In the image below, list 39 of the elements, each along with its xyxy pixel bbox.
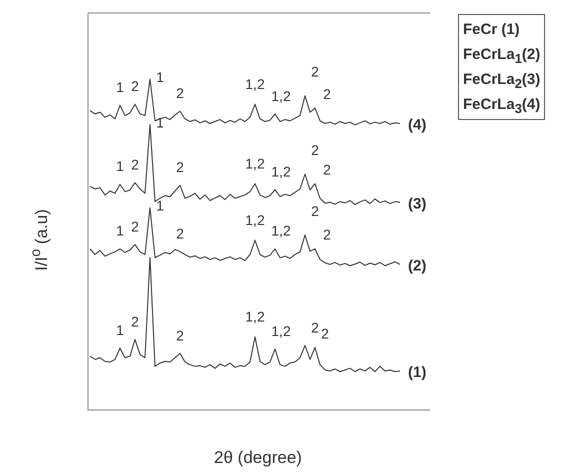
annotation: 2 bbox=[131, 218, 140, 234]
annotation: 2 bbox=[176, 159, 184, 176]
annotation: 1 bbox=[116, 79, 124, 96]
text: FeCr (1) bbox=[463, 20, 521, 40]
annotation: 1,2 bbox=[245, 156, 265, 172]
series-label: (4) bbox=[408, 116, 426, 134]
series-label: (3) bbox=[408, 195, 426, 212]
annotation: 2 bbox=[323, 86, 332, 102]
annotation: 2 bbox=[323, 162, 332, 178]
x-axis-title: 2θ (degree) bbox=[214, 448, 302, 468]
series-label: (1) bbox=[408, 364, 426, 382]
annotation: 2 bbox=[176, 85, 184, 102]
annotation: 2 bbox=[321, 325, 330, 342]
annotation: 2 bbox=[311, 142, 320, 158]
annotation: 1,2 bbox=[245, 308, 265, 325]
annotation: 1 bbox=[156, 198, 164, 214]
annotation: 2 bbox=[323, 226, 332, 243]
annotation: 2 bbox=[311, 202, 320, 219]
annotation: 2 bbox=[176, 327, 184, 344]
annotation: 1 bbox=[116, 322, 124, 338]
annotation: 1,2 bbox=[271, 164, 291, 180]
text: FeCrLa$_{1}$(2) bbox=[463, 45, 540, 67]
annotation: 1,2 bbox=[271, 88, 291, 104]
annotation: 2 bbox=[311, 64, 320, 80]
annotation: 2 bbox=[131, 78, 140, 94]
annotation: 1,2 bbox=[245, 76, 265, 92]
annotation: 1 bbox=[156, 69, 164, 86]
annotation: 2 bbox=[176, 225, 184, 242]
annotation: 1,2 bbox=[271, 322, 291, 339]
annotation: 1 bbox=[116, 222, 124, 239]
text: FeCrLa$_{3}$(4) bbox=[463, 95, 540, 117]
text: FeCrLa$_{2}$(3) bbox=[463, 70, 540, 92]
annotation: 2 bbox=[131, 156, 140, 173]
annotation: 2 bbox=[311, 319, 320, 336]
annotation: 2 bbox=[131, 313, 140, 330]
annotation: 1,2 bbox=[271, 222, 291, 239]
series-label: (2) bbox=[408, 258, 426, 275]
annotation: 1 bbox=[116, 158, 124, 174]
annotation: 1,2 bbox=[245, 212, 265, 228]
